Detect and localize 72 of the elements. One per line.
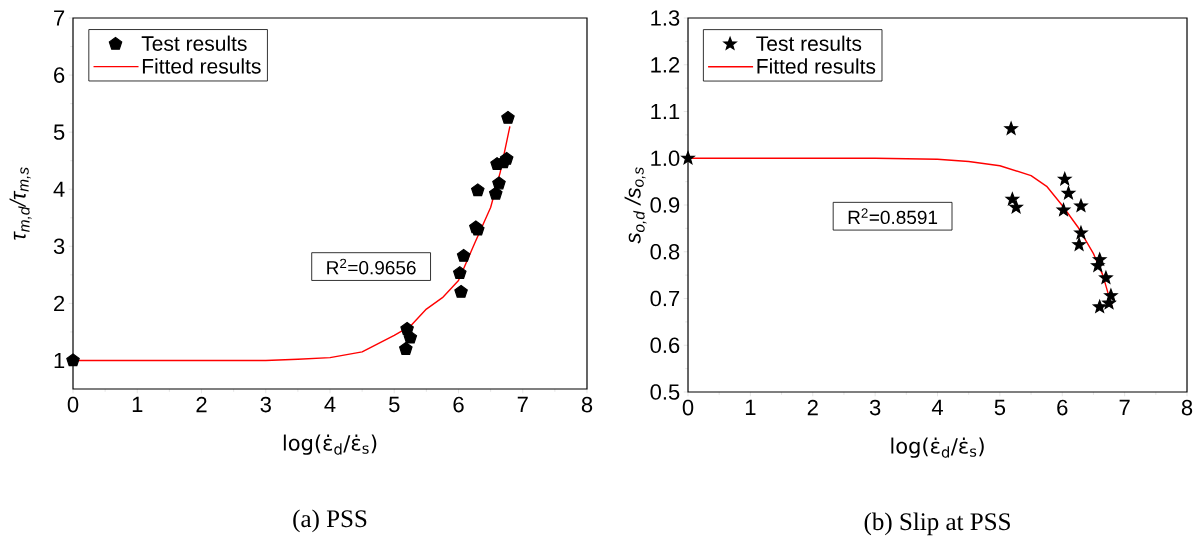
text: (b) Slip at PSS — [864, 512, 1010, 536]
text: (a) PSS — [293, 509, 367, 533]
x-axis-title: log(ε̇$_{d}$/ε̇$_{s}$) — [283, 434, 377, 455]
y-axis-title: τ$_{m,d}$/τ$_{m,s}$ — [9, 167, 32, 240]
x-tick-label: 6 — [1057, 399, 1068, 416]
point — [501, 110, 515, 124]
point — [470, 183, 485, 197]
x-tick-label: 2 — [807, 399, 818, 416]
x-tick-label: 5 — [389, 396, 400, 413]
point — [1056, 203, 1071, 216]
x-tick-label: 8 — [1181, 399, 1193, 416]
x-tick-label: 0 — [67, 396, 79, 413]
point — [499, 151, 514, 165]
y-tick-label: 1 — [54, 352, 65, 369]
point — [1074, 198, 1088, 212]
point — [454, 284, 468, 298]
point — [399, 341, 413, 355]
point — [1104, 288, 1118, 302]
point — [1009, 200, 1023, 214]
legend-label: Test results — [756, 35, 862, 52]
point — [1092, 299, 1107, 313]
y-axis-title: s$_{o,d}$ /s$_{o,s}$ — [624, 167, 647, 244]
y-tick-label: 1.1 — [651, 103, 680, 120]
x-tick-label: 7 — [517, 396, 528, 412]
legend-label: Fitted results — [757, 58, 876, 74]
x-axis-title: log(ε̇$_{d}$/ε̇$_{s}$) — [891, 437, 984, 458]
point — [488, 186, 503, 200]
y-tick-label: 0.5 — [650, 384, 680, 400]
x-tick-label: 3 — [260, 396, 271, 413]
point — [1057, 172, 1072, 186]
y-tick-label: 0.6 — [650, 337, 680, 354]
y-tick-label: 1.2 — [651, 57, 680, 73]
point — [456, 248, 471, 262]
x-tick-label: 2 — [196, 396, 207, 413]
point — [1004, 121, 1018, 135]
point — [453, 266, 467, 279]
x-tick-label: 6 — [453, 396, 464, 413]
legend-label: Test results — [141, 35, 247, 51]
y-tick-label: 2 — [54, 295, 65, 312]
y-tick-label: 1.3 — [651, 10, 680, 26]
x-tick-label: 4 — [931, 399, 943, 415]
x-tick-label: 5 — [994, 399, 1006, 416]
point — [492, 176, 506, 190]
annotation: R$^{2}$=0.8591 — [848, 208, 938, 225]
y-tick-label: 6 — [54, 67, 65, 83]
x-tick-label: 4 — [324, 396, 336, 412]
x-tick-label: 3 — [869, 399, 881, 416]
point — [1061, 186, 1076, 200]
y-tick-label: 1.0 — [651, 150, 680, 167]
point — [1005, 192, 1020, 206]
point — [681, 151, 695, 165]
x-tick-label: 1 — [132, 396, 143, 412]
y-tick-label: 0.8 — [650, 243, 680, 260]
y-tick-label: 5 — [53, 124, 65, 140]
point — [1099, 270, 1113, 284]
point — [1102, 296, 1116, 310]
y-tick-label: 7 — [54, 10, 65, 26]
x-tick-label: 7 — [1119, 399, 1130, 415]
legend-label: Fitted results — [142, 58, 261, 74]
point — [1074, 225, 1088, 239]
y-tick-label: 3 — [53, 238, 65, 255]
y-tick-label: 0.7 — [650, 290, 680, 307]
x-tick-label: 1 — [745, 399, 756, 415]
y-tick-label: 0.9 — [650, 197, 680, 213]
point — [66, 353, 80, 367]
point — [1072, 237, 1086, 251]
point — [403, 330, 418, 344]
x-tick-label: 8 — [581, 396, 593, 413]
y-tick-label: 4 — [53, 181, 65, 197]
x-tick-label: 0 — [682, 399, 694, 416]
annotation: R$^{2}$=0.9656 — [327, 258, 416, 275]
point — [1092, 252, 1107, 266]
